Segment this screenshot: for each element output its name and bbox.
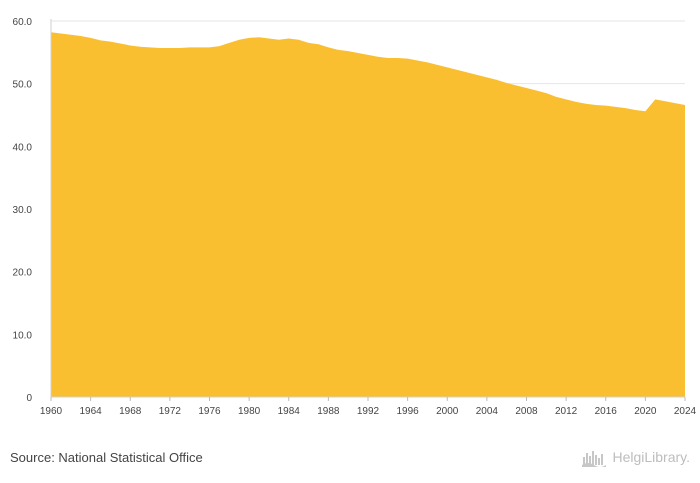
brand-name: HelgiLibrary. <box>612 449 690 465</box>
x-tick-label: 1968 <box>119 406 142 417</box>
x-axis-tick-labels: 1960 1964 1968 1972 1976 1980 1984 1988 1992 1996… <box>40 397 697 417</box>
y-tick-label: 60.0 <box>13 17 33 28</box>
helgi-library-logo-icon <box>582 447 608 467</box>
x-tick-label: 1972 <box>159 406 182 417</box>
area-series <box>51 32 685 397</box>
x-tick-label: 2008 <box>515 406 538 417</box>
y-tick-label: 0 <box>26 393 32 404</box>
x-tick-label: 1960 <box>40 406 63 417</box>
area-fill <box>51 32 685 397</box>
source-note: Source: National Statistical Office <box>10 450 203 465</box>
x-tick-label: 1976 <box>198 406 221 417</box>
x-tick-label: 1980 <box>238 406 261 417</box>
y-tick-label: 40.0 <box>13 142 33 153</box>
x-tick-label: 1992 <box>357 406 380 417</box>
y-tick-label: 30.0 <box>13 205 33 216</box>
x-tick-label: 1964 <box>80 406 103 417</box>
x-tick-label: 2004 <box>476 406 499 417</box>
x-tick-label: 2020 <box>634 406 657 417</box>
x-tick-label: 2000 <box>436 406 459 417</box>
brand-logo[interactable]: HelgiLibrary. <box>582 447 690 467</box>
y-tick-label: 20.0 <box>13 268 33 279</box>
x-tick-label: 1996 <box>397 406 420 417</box>
x-tick-label: 1988 <box>317 406 340 417</box>
x-tick-label: 2016 <box>595 406 618 417</box>
x-tick-label: 2024 <box>674 406 697 417</box>
x-tick-label: 1984 <box>278 406 301 417</box>
x-tick-label: 2012 <box>555 406 578 417</box>
y-tick-label: 50.0 <box>13 80 33 91</box>
y-axis-tick-labels: 0 10.0 20.0 30.0 40.0 50.0 60.0 <box>13 17 33 404</box>
y-tick-label: 10.0 <box>13 330 33 341</box>
